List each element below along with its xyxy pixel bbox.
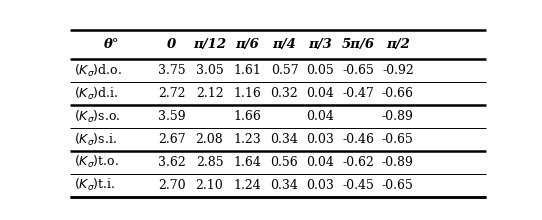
Text: θ°: θ°	[104, 38, 120, 51]
Text: -0.89: -0.89	[382, 156, 414, 169]
Text: 0.34: 0.34	[270, 133, 299, 146]
Text: 3.62: 3.62	[158, 156, 185, 169]
Text: 0.56: 0.56	[270, 156, 298, 169]
Text: 0.04: 0.04	[306, 156, 334, 169]
Text: $(K_{\sigma})$d.o.: $(K_{\sigma})$d.o.	[74, 63, 122, 79]
Text: $(K_{\sigma})$d.i.: $(K_{\sigma})$d.i.	[74, 86, 119, 102]
Text: $(K_{\sigma})$s.o.: $(K_{\sigma})$s.o.	[74, 108, 120, 125]
Text: 2.67: 2.67	[158, 133, 185, 146]
Text: $(K_{\sigma})$t.o.: $(K_{\sigma})$t.o.	[74, 154, 119, 170]
Text: 1.66: 1.66	[234, 110, 261, 123]
Text: 0.03: 0.03	[306, 179, 334, 192]
Text: 1.24: 1.24	[234, 179, 261, 192]
Text: -0.65: -0.65	[382, 179, 414, 192]
Text: 0.03: 0.03	[306, 133, 334, 146]
Text: 0.57: 0.57	[270, 64, 298, 77]
Text: 1.16: 1.16	[234, 87, 261, 100]
Text: -0.46: -0.46	[343, 133, 375, 146]
Text: π/4: π/4	[273, 38, 296, 51]
Text: 2.08: 2.08	[196, 133, 223, 146]
Text: -0.66: -0.66	[382, 87, 414, 100]
Text: -0.62: -0.62	[343, 156, 375, 169]
Text: 1.64: 1.64	[234, 156, 261, 169]
Text: 2.70: 2.70	[158, 179, 185, 192]
Text: 5π/6: 5π/6	[342, 38, 375, 51]
Text: 1.61: 1.61	[234, 64, 261, 77]
Text: 0.34: 0.34	[270, 179, 299, 192]
Text: 0.05: 0.05	[306, 64, 334, 77]
Text: 2.85: 2.85	[196, 156, 223, 169]
Text: π/2: π/2	[386, 38, 410, 51]
Text: -0.65: -0.65	[382, 133, 414, 146]
Text: 3.59: 3.59	[158, 110, 185, 123]
Text: 0.04: 0.04	[306, 110, 334, 123]
Text: 2.10: 2.10	[196, 179, 223, 192]
Text: -0.47: -0.47	[343, 87, 375, 100]
Text: $(K_{\sigma})$s.i.: $(K_{\sigma})$s.i.	[74, 131, 117, 148]
Text: 2.72: 2.72	[158, 87, 185, 100]
Text: -0.65: -0.65	[343, 64, 375, 77]
Text: -0.92: -0.92	[382, 64, 414, 77]
Text: π/6: π/6	[235, 38, 259, 51]
Text: 3.05: 3.05	[196, 64, 223, 77]
Text: π/12: π/12	[193, 38, 226, 51]
Text: 0: 0	[167, 38, 176, 51]
Text: π/3: π/3	[308, 38, 332, 51]
Text: $(K_{\sigma})$t.i.: $(K_{\sigma})$t.i.	[74, 177, 115, 193]
Text: -0.45: -0.45	[343, 179, 375, 192]
Text: 3.75: 3.75	[158, 64, 185, 77]
Text: -0.89: -0.89	[382, 110, 414, 123]
Text: 0.32: 0.32	[270, 87, 298, 100]
Text: 2.12: 2.12	[196, 87, 223, 100]
Text: 1.23: 1.23	[234, 133, 261, 146]
Text: 0.04: 0.04	[306, 87, 334, 100]
